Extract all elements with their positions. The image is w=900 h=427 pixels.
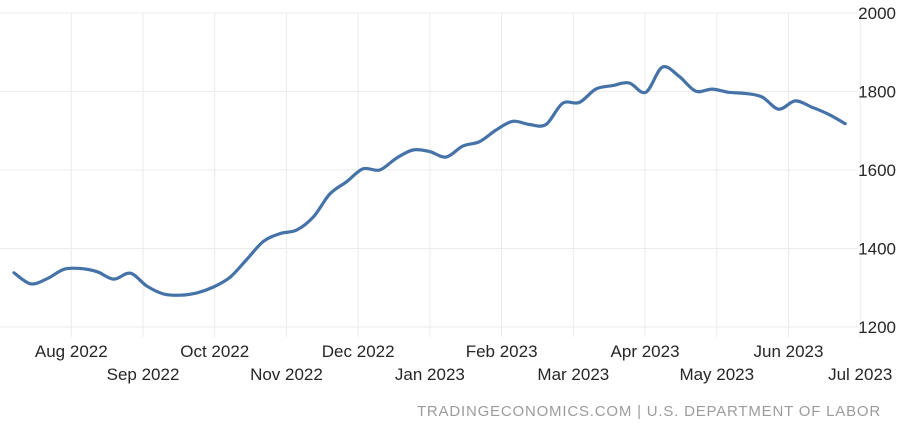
- x-tick-label: May 2023: [679, 365, 754, 384]
- x-tick-label: Jul 2023: [828, 365, 892, 384]
- y-tick-label: 1400: [858, 240, 896, 259]
- x-tick-label: Aug 2022: [35, 342, 108, 361]
- source-attribution: TRADINGECONOMICS.COM | U.S. DEPARTMENT O…: [416, 403, 881, 420]
- y-tick-label: 1200: [858, 318, 896, 337]
- x-tick-label: Dec 2022: [322, 342, 395, 361]
- y-axis-labels: 1200 1400 1600 1800 2000: [858, 4, 896, 337]
- x-tick-label: Jun 2023: [754, 342, 824, 361]
- x-tick-label: Sep 2022: [107, 365, 180, 384]
- y-tick-label: 1600: [858, 161, 896, 180]
- x-tick-label: Mar 2023: [537, 365, 609, 384]
- x-tick-label: Feb 2023: [466, 342, 538, 361]
- x-tick-label: Nov 2022: [250, 365, 323, 384]
- x-tick-label: Apr 2023: [611, 342, 680, 361]
- gridlines: [0, 12, 861, 337]
- x-tick-label: Oct 2022: [180, 342, 249, 361]
- x-tick-label: Jan 2023: [395, 365, 465, 384]
- y-tick-label: 2000: [858, 4, 896, 23]
- series-line-group: [12, 65, 847, 297]
- y-tick-label: 1800: [858, 83, 896, 102]
- data-series-line[interactable]: [12, 65, 847, 297]
